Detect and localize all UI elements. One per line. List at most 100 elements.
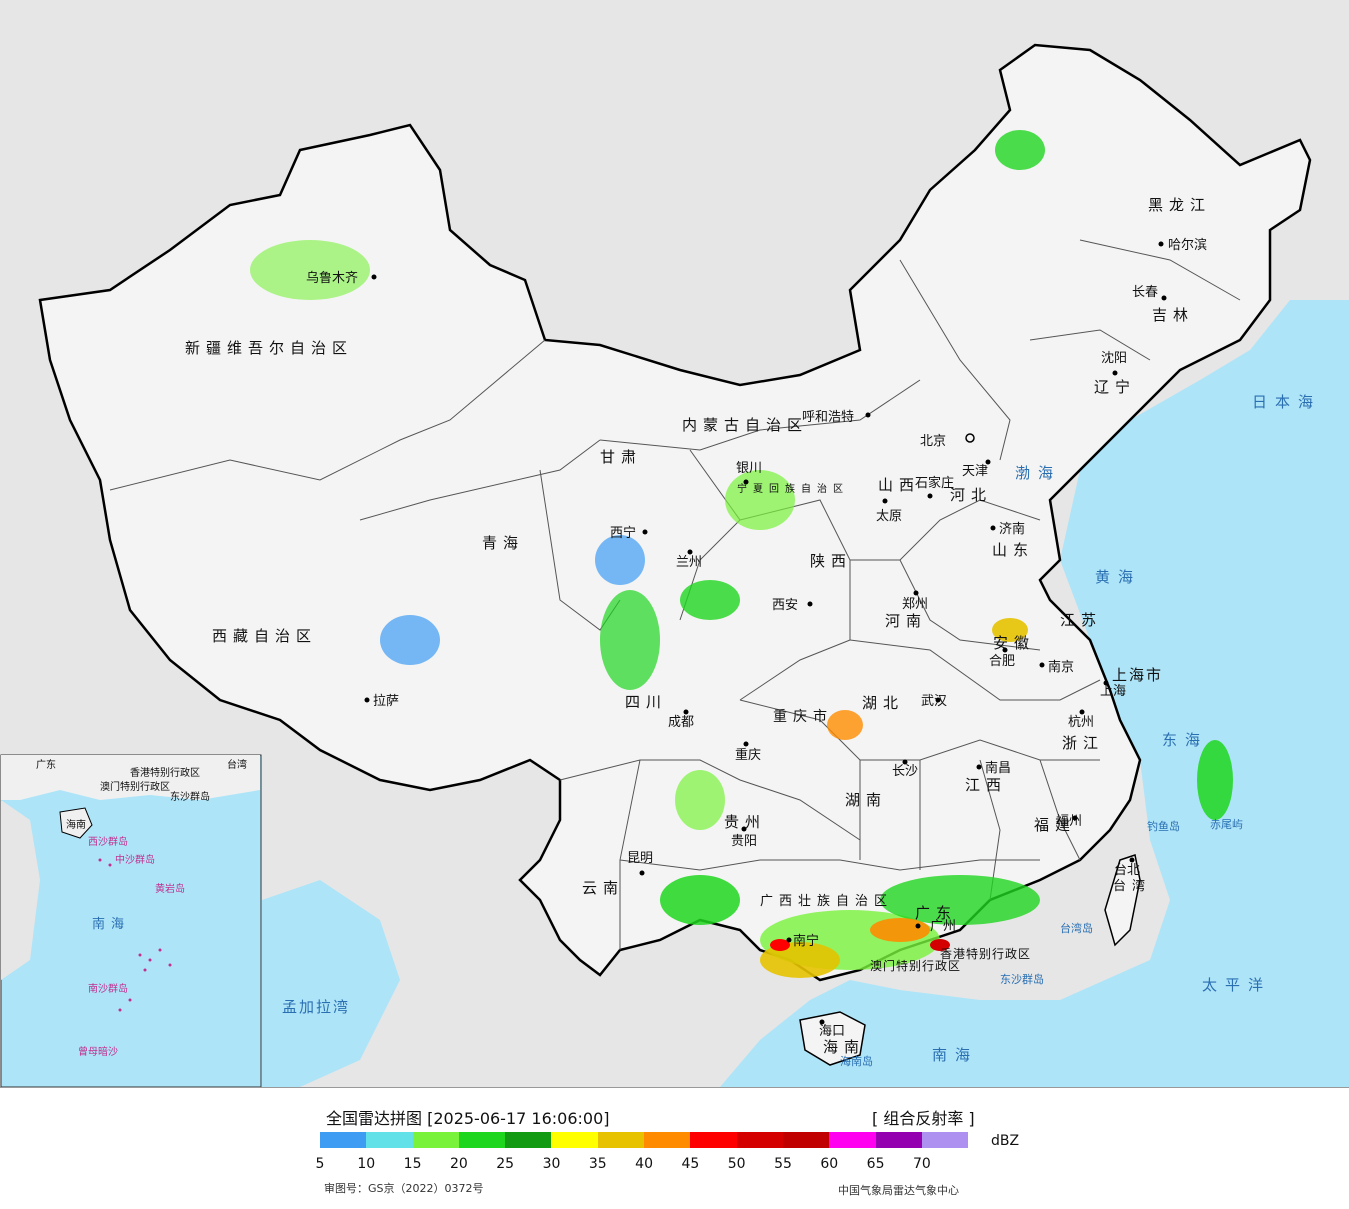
city-label: 合肥	[989, 654, 1015, 669]
province-borders	[109, 239, 1241, 950]
color-swatch	[644, 1132, 691, 1148]
province-label: 广西壮族自治区	[760, 893, 893, 909]
color-swatch	[875, 1132, 922, 1148]
product-name: [ 组合反射率 ]	[872, 1109, 975, 1128]
province-label: 云南	[582, 879, 624, 897]
province-label: 四川	[625, 693, 667, 711]
province-label: 广东	[915, 904, 957, 922]
province-label: 宁夏回族自治区	[737, 482, 849, 495]
scale-tick-label: 35	[588, 1156, 607, 1172]
province-label: 新疆维吾尔自治区	[185, 339, 353, 357]
city-label: 西安	[772, 598, 798, 613]
city-label: 哈尔滨	[1168, 237, 1207, 253]
hainan-island	[799, 1011, 866, 1066]
province-label: 上海市	[1112, 666, 1163, 684]
inset-label: 海南	[66, 818, 86, 831]
color-swatch	[829, 1132, 876, 1148]
city-label: 拉萨	[373, 694, 399, 709]
province-label: 澳门特别行政区	[870, 958, 961, 973]
city-label: 贵阳	[731, 834, 757, 849]
scale-tick-label: 30	[542, 1156, 561, 1172]
province-label: 山西	[878, 476, 920, 494]
city-label: 昆明	[627, 851, 653, 866]
sea-label: 钓鱼岛	[1147, 819, 1180, 833]
sea-label: 海南岛	[840, 1054, 873, 1068]
city-label: 乌鲁木齐	[306, 270, 358, 286]
province-label: 内蒙古自治区	[682, 416, 808, 434]
city-label: 沈阳	[1101, 351, 1127, 366]
province-label: 台湾	[1113, 878, 1151, 894]
province-label: 湖北	[862, 694, 904, 712]
scale-tick-label: 45	[681, 1156, 700, 1172]
taiwan-island	[1104, 854, 1141, 947]
color-swatch	[505, 1132, 552, 1148]
color-swatch	[366, 1132, 413, 1148]
inset-label: 西沙群岛	[88, 835, 128, 848]
city-label: 杭州	[1068, 715, 1094, 730]
legend-title: 全国雷达拼图 [2025-06-17 16:06:00]	[326, 1109, 610, 1128]
city-label: 南京	[1048, 659, 1074, 675]
inset-label: 澳门特别行政区	[100, 780, 170, 793]
legend-panel	[0, 1087, 1349, 1209]
sea-label: 台湾岛	[1060, 921, 1093, 935]
sea-labels: 日本海 渤海 黄海 东海 太平洋 南海 孟加拉湾 台湾岛 钓鱼岛 赤尾屿 东沙群…	[282, 393, 1321, 1068]
province-label: 江苏	[1060, 611, 1102, 629]
province-label: 海南	[823, 1038, 865, 1056]
city-label: 兰州	[676, 555, 702, 570]
radar-echoes	[250, 130, 1233, 978]
sea-area	[720, 300, 1349, 1087]
city-label: 武汉	[921, 694, 947, 709]
inset-label: 香港特别行政区	[130, 766, 200, 779]
scale-tick-label: 55	[774, 1156, 792, 1172]
city-labels: 乌鲁木齐 拉萨 西宁 兰州 银川 呼和浩特 北京 天津 石家庄 太原 济南 郑州…	[306, 237, 1207, 1039]
province-label: 青海	[482, 534, 524, 552]
city-label: 呼和浩特	[802, 410, 854, 425]
inset-map: 广东 香港特别行政区 澳门特别行政区 东沙群岛 海南 西沙群岛 中沙群岛 黄岩岛…	[0, 754, 262, 1087]
color-swatch	[320, 1132, 367, 1148]
sea-label: 孟加拉湾	[282, 998, 350, 1016]
scale-tick-label: 60	[820, 1156, 839, 1172]
city-label: 台北	[1114, 863, 1140, 878]
province-labels: 新疆维吾尔自治区 西藏自治区 青海 甘肃 内蒙古自治区 黑龙江 吉林 辽宁 河北…	[185, 196, 1205, 1056]
province-label: 河北	[950, 486, 992, 504]
scale-tick-label: 65	[866, 1156, 885, 1172]
radar-map: 新疆维吾尔自治区 西藏自治区 青海 甘肃 内蒙古自治区 黑龙江 吉林 辽宁 河北…	[0, 0, 1349, 1087]
sea-label: 赤尾屿	[1210, 818, 1243, 831]
scale-tick-label: 50	[727, 1156, 746, 1172]
color-swatch	[551, 1132, 598, 1148]
province-label: 贵州	[724, 813, 766, 831]
inset-label: 南海	[92, 916, 130, 932]
inset-label: 曾母暗沙	[78, 1045, 118, 1058]
city-label: 福州	[1056, 814, 1082, 829]
inset-label: 广东	[36, 758, 56, 771]
city-label: 南昌	[985, 760, 1011, 776]
scale-tick-label: 20	[449, 1156, 468, 1172]
scale-tick-label: 10	[357, 1156, 376, 1172]
city-label: 成都	[668, 715, 694, 730]
city-label: 广州	[930, 919, 956, 934]
city-label: 石家庄	[915, 475, 954, 491]
scale-tick-label: 40	[635, 1156, 653, 1172]
scale-tick-label: 70	[912, 1156, 931, 1172]
city-label: 长春	[1132, 285, 1158, 300]
review-number: 审图号：GS京（2022）0372号	[324, 1182, 484, 1195]
sea-label: 日本海	[1252, 393, 1321, 411]
province-label: 福建	[1034, 816, 1076, 834]
color-swatch	[690, 1132, 737, 1148]
color-swatch	[458, 1132, 506, 1148]
sea-label: 太平洋	[1202, 976, 1271, 994]
inset-label: 南沙群岛	[88, 982, 128, 995]
inset-label: 东沙群岛	[170, 790, 210, 803]
city-label: 天津	[962, 464, 988, 479]
scale-tick-label: 15	[403, 1156, 422, 1172]
sea-label: 南海	[932, 1046, 978, 1064]
inset-label: 台湾	[227, 758, 247, 771]
city-label: 长沙	[892, 764, 918, 779]
color-swatch	[782, 1132, 830, 1148]
sea-label: 东海	[1162, 731, 1208, 749]
color-swatch	[921, 1132, 969, 1148]
city-label: 海口	[819, 1024, 845, 1039]
province-label: 香港特别行政区	[940, 946, 1031, 961]
province-label: 辽宁	[1094, 378, 1136, 396]
scale-tick-label: 25	[496, 1156, 515, 1172]
